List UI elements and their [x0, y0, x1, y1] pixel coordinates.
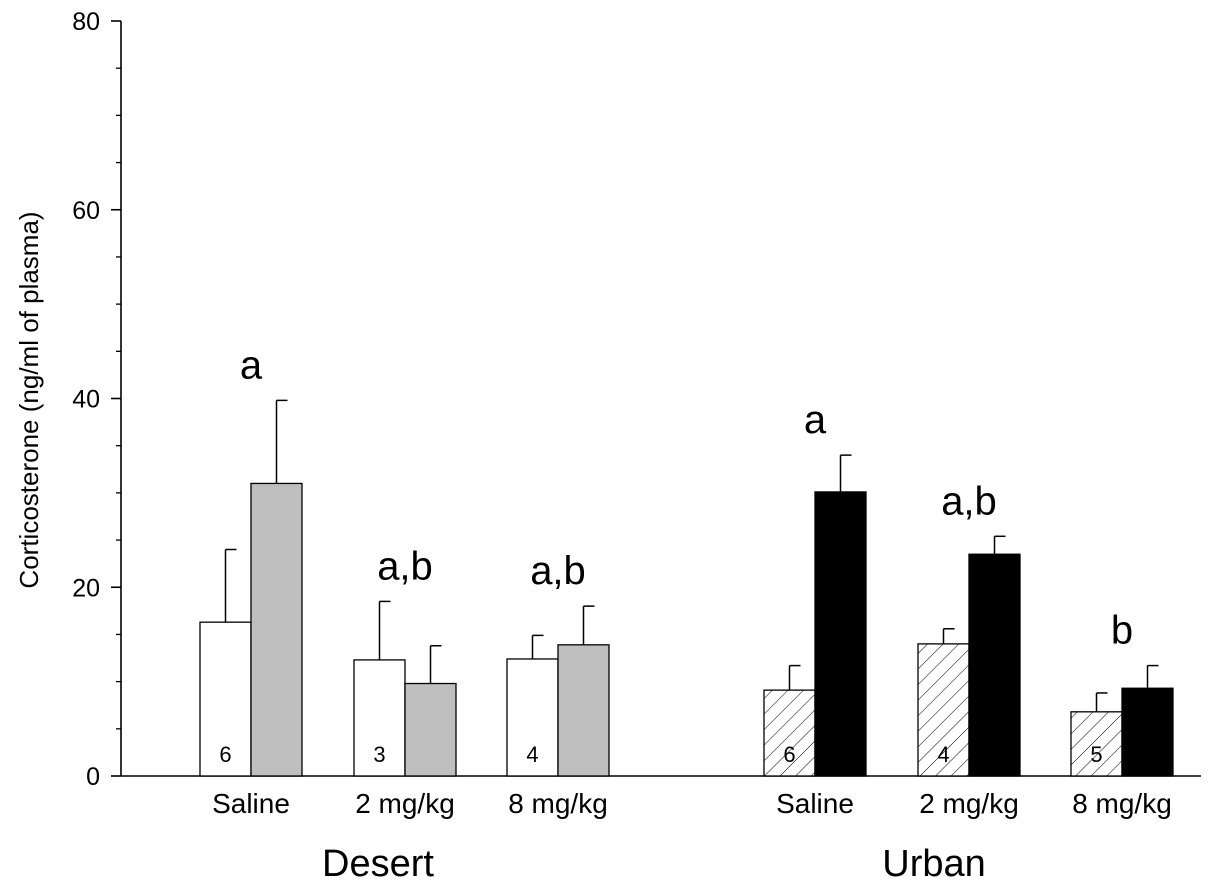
bar-stress — [1121, 687, 1174, 777]
bars — [199, 399, 1174, 777]
category-label: 8 mg/kg — [508, 788, 608, 819]
y-tick-label: 20 — [72, 574, 100, 602]
bar-stress — [968, 553, 1021, 777]
y-axis-label: Corticosterone (ng/ml of plasma) — [14, 211, 44, 588]
bar-stress — [814, 491, 867, 777]
sample-size-label: 5 — [1090, 742, 1102, 767]
y-tick-label: 40 — [72, 386, 100, 414]
bar-baseline — [1070, 711, 1123, 777]
bar-baseline — [506, 658, 559, 777]
group-label: Urban — [882, 843, 986, 885]
significance-letter: a,b — [530, 549, 586, 593]
bar-baseline — [763, 689, 816, 777]
y-tick-label: 60 — [72, 197, 100, 225]
category-label: 2 mg/kg — [355, 788, 455, 819]
significance-letter: a — [804, 398, 827, 442]
bar-stress — [250, 482, 303, 777]
sample-size-label: 4 — [937, 742, 949, 767]
bar-baseline — [917, 643, 970, 777]
sample-size-label: 6 — [219, 742, 231, 767]
bar-baseline — [353, 659, 406, 777]
y-tick-label: 80 — [72, 8, 100, 36]
category-label: 2 mg/kg — [919, 788, 1019, 819]
sample-size-label: 6 — [783, 742, 795, 767]
category-label: Saline — [212, 788, 290, 819]
bar-baseline — [199, 621, 252, 777]
sample-size-label: 3 — [373, 742, 385, 767]
labels: 6 a Saline 3 a,b 2 mg/kg 4 a,b 8 mg/kg Desert 6 a Sa… — [212, 343, 1172, 885]
significance-letter: a,b — [377, 544, 433, 588]
significance-letter: b — [1111, 609, 1133, 653]
category-label: Saline — [776, 788, 854, 819]
sample-size-label: 4 — [526, 742, 538, 767]
significance-letter: a,b — [941, 479, 997, 523]
category-label: 8 mg/kg — [1072, 788, 1172, 819]
significance-letter: a — [240, 343, 263, 387]
bar-stress — [404, 682, 457, 777]
y-tick-label: 0 — [86, 763, 100, 791]
bar-stress — [557, 644, 610, 777]
group-label: Desert — [322, 843, 434, 885]
